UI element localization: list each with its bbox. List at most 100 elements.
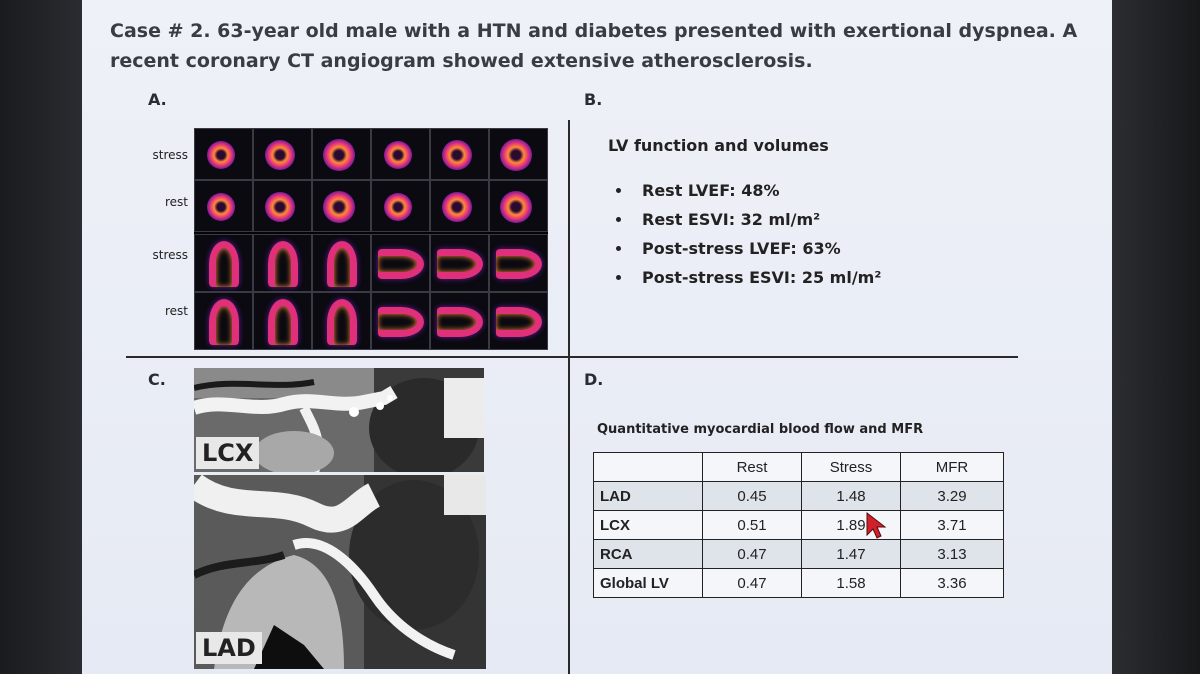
list-item: Post-stress ESVI: 25 ml/m² — [612, 263, 881, 292]
myocardium-shape — [322, 191, 355, 223]
myocardium-shape — [499, 191, 532, 223]
left-bezel — [0, 0, 82, 674]
column-header-blank — [593, 452, 703, 482]
rca-stress: 1.47 — [801, 539, 901, 569]
global-lv-stress: 1.58 — [801, 568, 901, 598]
right-bezel — [1112, 0, 1200, 674]
myocardium-shape — [264, 192, 295, 222]
spect-image-grid — [194, 128, 548, 350]
lcx-mfr: 3.71 — [900, 510, 1004, 540]
bullet-icon — [616, 188, 621, 193]
spect-slice — [253, 180, 312, 232]
list-item: Post-stress LVEF: 63% — [612, 234, 881, 263]
horizontal-divider — [126, 356, 1018, 358]
myocardium-shape — [437, 249, 483, 279]
table-row: LAD 0.45 1.48 3.29 — [593, 481, 1004, 511]
row-name-lad: LAD — [593, 481, 703, 511]
spect-slice — [312, 180, 371, 232]
myocardium-shape — [441, 192, 472, 222]
rest-lvef: Rest LVEF: 48% — [642, 181, 780, 200]
spect-slice — [194, 180, 253, 232]
spect-slice — [430, 180, 489, 232]
row-label-rest-long-axis: rest — [164, 304, 188, 318]
slide: Case # 2. 63-year old male with a HTN an… — [82, 0, 1112, 674]
myocardium-shape — [209, 241, 239, 287]
lad-stress: 1.48 — [801, 481, 901, 511]
row-label-stress-short-axis: stress — [152, 148, 188, 162]
mouse-pointer-icon — [866, 511, 887, 539]
lcx-rest: 0.51 — [702, 510, 802, 540]
myocardium-shape — [322, 139, 355, 171]
spect-slice — [194, 234, 253, 292]
spect-slice — [194, 128, 253, 180]
list-item: Rest LVEF: 48% — [612, 176, 881, 205]
table-row: Global LV 0.47 1.58 3.36 — [593, 568, 1004, 598]
list-item: Rest ESVI: 32 ml/m² — [612, 205, 881, 234]
vertical-divider — [568, 120, 570, 674]
table-row: RCA 0.47 1.47 3.13 — [593, 539, 1004, 569]
panel-d-label: D. — [584, 370, 604, 389]
spect-slice — [371, 292, 430, 350]
spect-slice — [371, 180, 430, 232]
bullet-icon — [616, 275, 621, 280]
spect-slice — [312, 128, 371, 180]
ct-image-lcx — [194, 368, 484, 472]
myocardium-shape — [268, 241, 298, 287]
rca-mfr: 3.13 — [900, 539, 1004, 569]
spect-slice — [253, 234, 312, 292]
spect-slice — [194, 292, 253, 350]
myocardium-shape — [378, 307, 424, 337]
column-header-stress: Stress — [801, 452, 901, 482]
myocardium-shape — [206, 141, 235, 169]
spect-slice — [489, 128, 548, 180]
myocardium-shape — [264, 140, 295, 170]
spect-slice — [371, 234, 430, 292]
rca-rest: 0.47 — [702, 539, 802, 569]
myocardium-shape — [268, 299, 298, 345]
column-header-rest: Rest — [702, 452, 802, 482]
spect-slice — [489, 234, 548, 292]
spect-slice — [489, 292, 548, 350]
lv-function-list: Rest LVEF: 48% Rest ESVI: 32 ml/m² Post-… — [612, 176, 881, 292]
global-lv-mfr: 3.36 — [900, 568, 1004, 598]
mbf-table-heading: Quantitative myocardial blood flow and M… — [597, 422, 924, 437]
myocardium-shape — [378, 249, 424, 279]
myocardium-shape — [496, 249, 542, 279]
ct-label-lad: LAD — [196, 632, 262, 664]
myocardium-shape — [327, 241, 357, 287]
spect-slice — [430, 292, 489, 350]
myocardium-shape — [383, 193, 412, 221]
row-name-rca: RCA — [593, 539, 703, 569]
spect-slice — [312, 292, 371, 350]
myocardium-shape — [206, 193, 235, 221]
spect-slice — [253, 292, 312, 350]
panel-c-label: C. — [148, 370, 166, 389]
table-header-row: Rest Stress MFR — [593, 452, 1004, 482]
lcx-stress: 1.89 — [801, 510, 901, 540]
rest-esvi: Rest ESVI: 32 ml/m² — [642, 210, 821, 229]
myocardium-shape — [496, 307, 542, 337]
spect-slice — [371, 128, 430, 180]
slide-title: Case # 2. 63-year old male with a HTN an… — [110, 20, 1078, 72]
spect-slice — [253, 128, 312, 180]
myocardium-shape — [327, 299, 357, 345]
post-stress-lvef: Post-stress LVEF: 63% — [642, 239, 841, 258]
column-header-mfr: MFR — [900, 452, 1004, 482]
lv-function-heading: LV function and volumes — [608, 136, 829, 155]
myocardium-shape — [209, 299, 239, 345]
spect-slice — [430, 234, 489, 292]
row-name-lcx: LCX — [593, 510, 703, 540]
bullet-icon — [616, 246, 621, 251]
row-label-stress-long-axis: stress — [152, 248, 188, 262]
bullet-icon — [616, 217, 621, 222]
row-name-global-lv: Global LV — [593, 568, 703, 598]
myocardium-shape — [441, 140, 472, 170]
panel-b-label: B. — [584, 90, 603, 109]
spect-slice — [312, 234, 371, 292]
spect-slice — [430, 128, 489, 180]
mbf-table: Rest Stress MFR LAD 0.45 1.48 3.29 LCX 0… — [593, 452, 1004, 598]
myocardium-shape — [383, 141, 412, 169]
global-lv-rest: 0.47 — [702, 568, 802, 598]
spect-slice — [489, 180, 548, 232]
post-stress-esvi: Post-stress ESVI: 25 ml/m² — [642, 268, 882, 287]
